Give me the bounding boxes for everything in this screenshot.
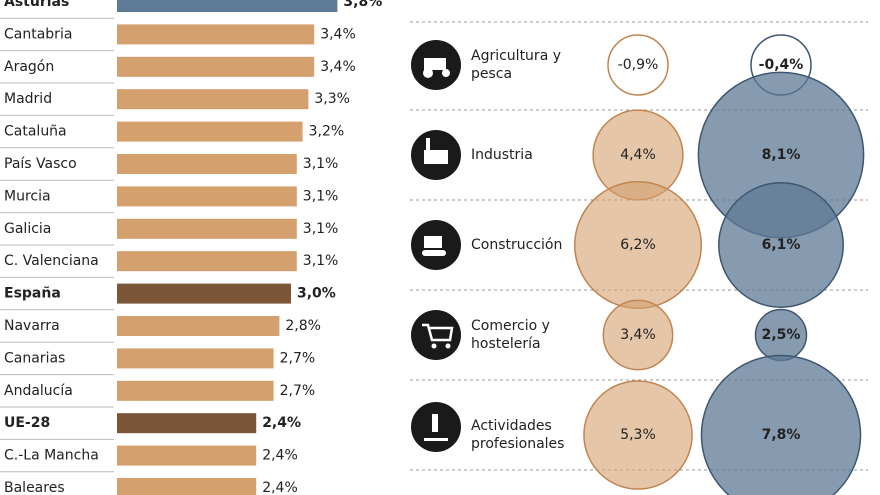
value-label: 4,4% [620,147,656,163]
bar [117,445,257,466]
bar [117,283,291,304]
value-label: 3,1% [303,221,339,237]
value-label: 7,8% [762,427,801,443]
category-label: Cataluña [4,124,67,140]
bar [117,89,309,110]
bubble [700,354,862,495]
category-label: País Vasco [4,156,77,172]
bar [117,316,280,336]
category-label: C. Valenciana [4,253,99,269]
value-label: 8,1% [762,147,801,163]
bar [117,186,297,207]
category-label: C.-La Mancha [4,448,99,464]
category-label: Canarias [4,350,65,366]
bar [117,478,257,495]
value-label: -0,4% [759,57,804,73]
bubble [583,380,693,490]
value-label: 2,7% [280,350,316,366]
value-label: 2,4% [262,448,298,464]
sector-label: Agricultura y pesca [471,48,562,82]
bar [117,24,315,45]
category-label: UE-28 [4,415,50,431]
value-label: 3,8% [343,0,382,10]
bar [117,251,297,272]
category-label: España [4,286,61,302]
sector-label: Comercio y hostelería [471,318,550,352]
value-label: 6,2% [620,237,656,253]
value-label: 2,7% [280,383,316,399]
value-label: 3,3% [314,91,350,107]
sector-label: Industria [471,147,533,163]
category-label: Cantabria [4,26,72,42]
value-label: 2,5% [762,327,801,343]
bar [117,56,315,77]
value-label: 3,1% [303,188,339,204]
bar [117,348,274,369]
category-label: Navarra [4,318,60,334]
category-label: Baleares [4,480,65,495]
value-label: -0,9% [618,57,659,73]
value-label: 3,1% [303,156,339,172]
value-label: 3,4% [320,59,356,75]
bubble [607,34,669,96]
value-label: 5,3% [620,427,656,443]
bar [117,218,297,239]
value-label: 3,2% [309,124,345,140]
bar [117,154,297,174]
category-label: Murcia [4,188,51,204]
icons [411,40,461,452]
value-label: 2,8% [285,318,321,334]
category-label: Aragón [4,59,54,75]
sector-label: Construcción [471,237,563,253]
sector-label: Actividades profesionales [471,418,565,452]
value-label: 2,4% [262,480,298,495]
value-label: 6,1% [762,237,801,253]
bubble [602,299,674,371]
bubble [718,182,844,308]
bar [117,380,274,401]
bar [117,121,303,142]
bar [117,413,257,434]
value-label: 3,4% [320,26,356,42]
category-label: Madrid [4,91,52,107]
category-label: Andalucía [4,383,73,399]
value-label: 3,0% [297,286,336,302]
value-label: 3,1% [303,253,339,269]
category-label: Asturias [4,0,69,10]
value-label: 3,4% [620,327,656,343]
value-label: 2,4% [262,415,301,431]
category-label: Galicia [4,221,51,237]
bar [117,0,338,12]
